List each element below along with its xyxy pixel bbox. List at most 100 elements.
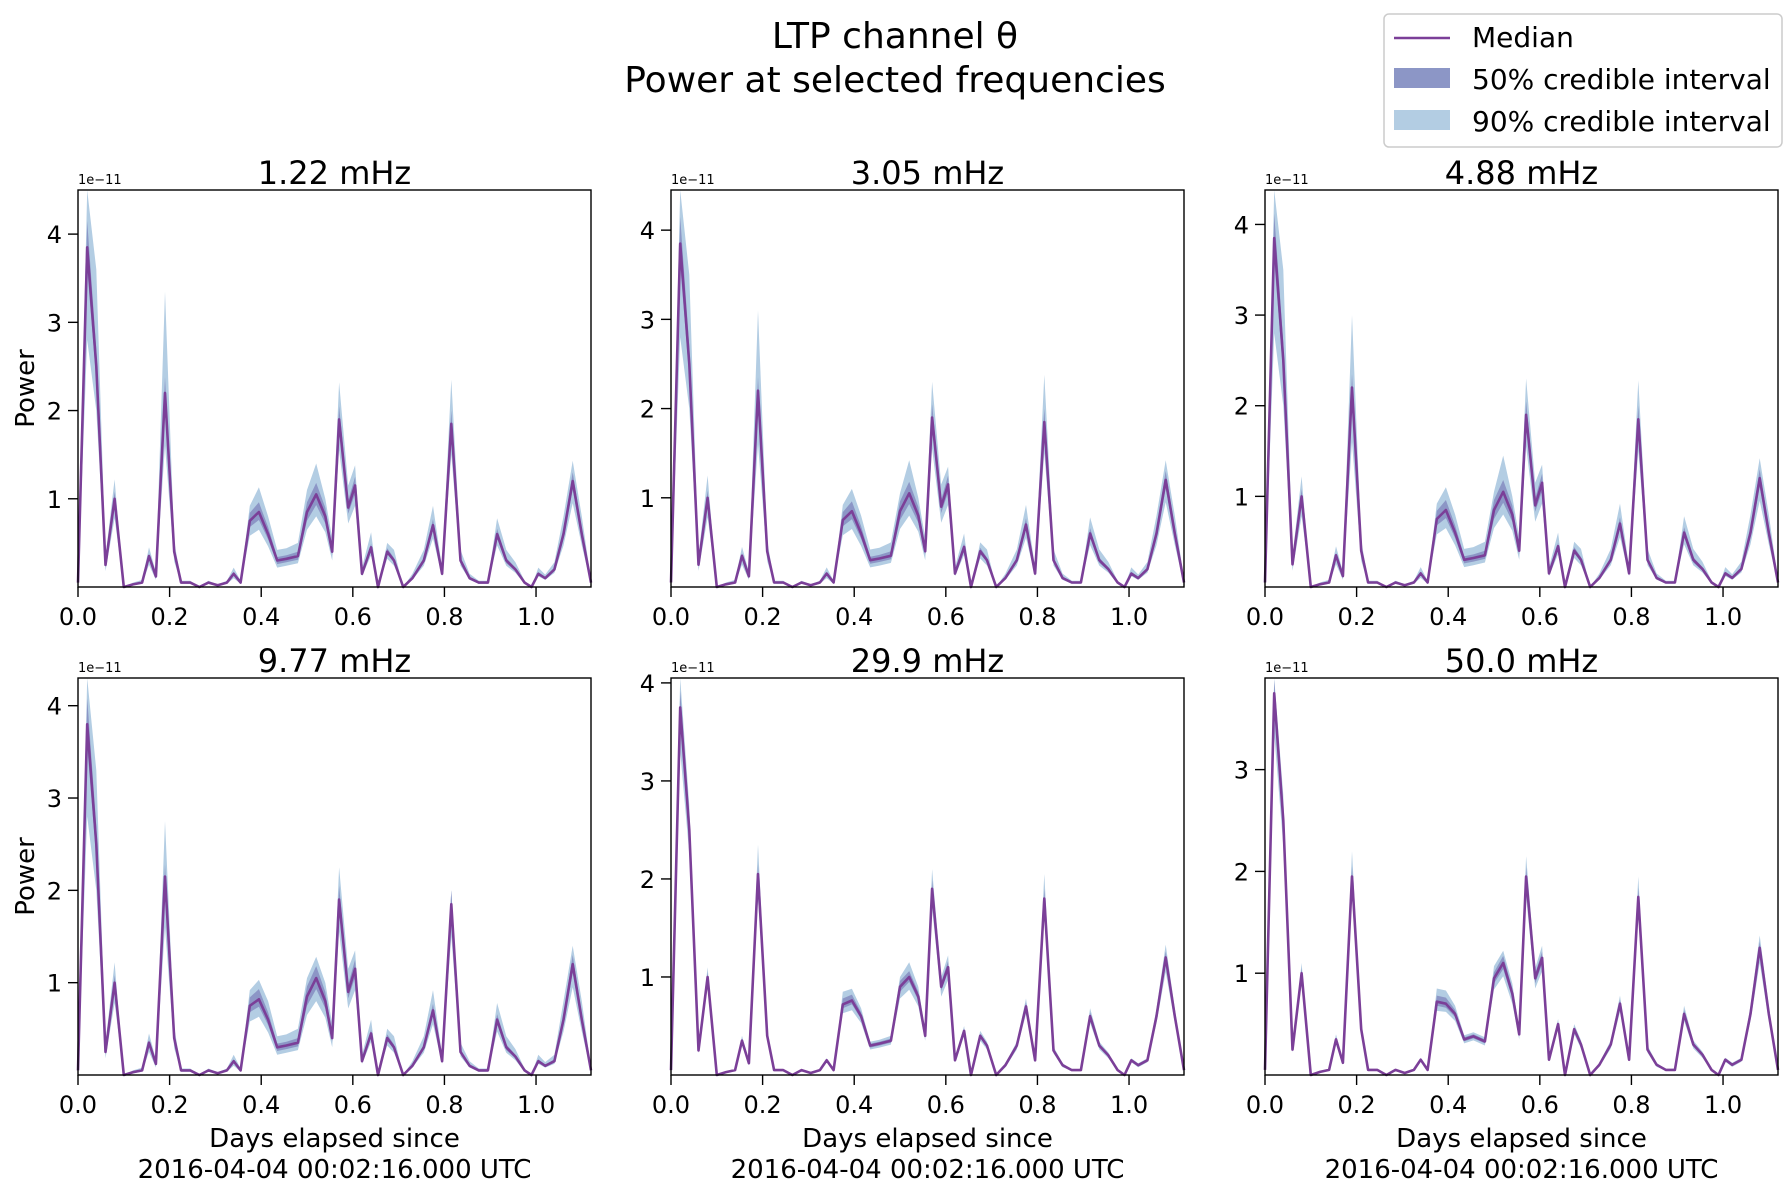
- panel-1: 0.0 0.2 0.4 0.6 0.8 1.0 1 2 3 4 1e−11 1.22 mHz Power: [11, 154, 593, 631]
- median-line: [76, 722, 593, 1077]
- y-tick-label: 4: [640, 217, 655, 245]
- y-tick-label: 1: [1234, 960, 1249, 988]
- y-tick-label: 3: [640, 306, 655, 334]
- y-tick-label: 1: [1234, 483, 1249, 511]
- x-tick-label: 1.0: [1704, 1091, 1742, 1119]
- x-tick-label: 0.6: [334, 603, 372, 631]
- axes-frame: [77, 189, 592, 588]
- x-tick-label: 0.2: [744, 1091, 782, 1119]
- scale-label: 1e−11: [1265, 173, 1309, 188]
- legend-band90-label: 90% credible interval: [1472, 105, 1771, 138]
- y-tick-label: 2: [1234, 858, 1249, 886]
- x-tick-label: 0.6: [927, 1091, 965, 1119]
- panel-5: 0.0 0.2 0.4 0.6 0.8 1.0 1 2 3 4 1e−11 29.9 mHz Days …: [640, 642, 1186, 1185]
- x-tick-label: 0.0: [1246, 1091, 1284, 1119]
- legend-band50-swatch: [1394, 68, 1450, 88]
- panel-2: 0.0 0.2 0.4 0.6 0.8 1.0 1 2 3 4 1e−11 3.05 mHz: [640, 154, 1186, 631]
- y-tick-label: 2: [640, 866, 655, 894]
- median-line: [1263, 692, 1780, 1077]
- axes-frame: [1264, 677, 1779, 1076]
- y-tick-label: 3: [47, 309, 62, 337]
- x-axis-label-line2: 2016-04-04 00:02:16.000 UTC: [138, 1155, 532, 1185]
- legend-box: [1383, 13, 1783, 148]
- panel-6: 0.0 0.2 0.4 0.6 0.8 1.0 1 2 3 1e−11 50.0 mHz Days e…: [1234, 642, 1780, 1185]
- x-tick-label: 0.6: [334, 1091, 372, 1119]
- x-tick-label: 0.0: [59, 603, 97, 631]
- legend: Median 50% credible interval 90% credibl…: [1383, 13, 1783, 148]
- x-tick-label: 0.6: [927, 603, 965, 631]
- scale-label: 1e−11: [671, 173, 715, 188]
- scale-label: 1e−11: [1265, 661, 1309, 676]
- x-tick-label: 0.4: [1429, 603, 1467, 631]
- y-tick-label: 4: [47, 221, 62, 249]
- x-tick-label: 1.0: [1110, 1091, 1148, 1119]
- y-tick-label: 3: [47, 785, 62, 813]
- x-tick-label: 0.2: [1338, 1091, 1376, 1119]
- x-tick-label: 0.4: [242, 603, 280, 631]
- x-tick-label: 0.4: [835, 1091, 873, 1119]
- x-tick-label: 0.8: [1612, 1091, 1650, 1119]
- plot-area: [1265, 678, 1778, 1075]
- panel-title: 1.22 mHz: [258, 154, 411, 192]
- x-tick-label: 0.8: [1018, 1091, 1056, 1119]
- x-tick-label: 0.8: [425, 1091, 463, 1119]
- legend-band50-label: 50% credible interval: [1472, 63, 1771, 96]
- panel-title: 3.05 mHz: [851, 154, 1004, 192]
- x-tick-label: 0.0: [1246, 603, 1284, 631]
- x-tick-label: 0.2: [744, 603, 782, 631]
- scale-label: 1e−11: [671, 661, 715, 676]
- panel-title: 9.77 mHz: [258, 642, 411, 680]
- y-tick-label: 3: [1234, 757, 1249, 785]
- median-line: [669, 706, 1186, 1077]
- scale-label: 1e−11: [78, 173, 122, 188]
- x-tick-label: 1.0: [517, 603, 555, 631]
- panel-title: 4.88 mHz: [1445, 154, 1598, 192]
- legend-band90-swatch: [1394, 110, 1450, 130]
- median-line: [669, 242, 1186, 589]
- x-tick-label: 0.2: [1338, 603, 1376, 631]
- axes-frame: [670, 189, 1185, 588]
- axes-frame: [77, 677, 592, 1076]
- y-tick-label: 4: [1234, 211, 1249, 239]
- x-tick-label: 0.4: [242, 1091, 280, 1119]
- x-tick-label: 0.2: [151, 603, 189, 631]
- figure-title-line1: LTP channel θ: [772, 16, 1018, 57]
- panel-title: 50.0 mHz: [1445, 642, 1598, 680]
- y-tick-label: 2: [640, 396, 655, 424]
- panel-title: 29.9 mHz: [851, 642, 1004, 680]
- axes-frame: [670, 677, 1185, 1076]
- x-axis-label-line1: Days elapsed since: [1396, 1124, 1647, 1154]
- y-tick-label: 1: [47, 970, 62, 998]
- x-tick-label: 1.0: [1110, 603, 1148, 631]
- y-tick-label: 3: [640, 768, 655, 796]
- scale-label: 1e−11: [78, 661, 122, 676]
- x-tick-label: 0.0: [59, 1091, 97, 1119]
- x-axis-label-line2: 2016-04-04 00:02:16.000 UTC: [1325, 1155, 1719, 1185]
- median-line: [1263, 236, 1780, 589]
- x-tick-label: 0.4: [835, 603, 873, 631]
- x-tick-label: 0.8: [1018, 603, 1056, 631]
- x-tick-label: 0.8: [425, 603, 463, 631]
- x-tick-label: 0.0: [652, 1091, 690, 1119]
- x-axis-label-line1: Days elapsed since: [802, 1124, 1053, 1154]
- y-tick-label: 4: [640, 670, 655, 698]
- panel-4: 0.0 0.2 0.4 0.6 0.8 1.0 1 2 3 4 1e−11 9.77 mHz Power…: [11, 642, 593, 1185]
- panel-3: 0.0 0.2 0.4 0.6 0.8 1.0 1 2 3 4 1e−11 4.88 mHz: [1234, 154, 1780, 631]
- x-axis-label-line2: 2016-04-04 00:02:16.000 UTC: [731, 1155, 1125, 1185]
- x-tick-label: 0.4: [1429, 1091, 1467, 1119]
- y-tick-label: 4: [47, 693, 62, 721]
- y-tick-label: 1: [640, 964, 655, 992]
- x-tick-label: 0.0: [652, 603, 690, 631]
- y-axis-label: Power: [11, 837, 41, 916]
- plot-area: [671, 678, 1184, 1075]
- y-tick-label: 2: [47, 398, 62, 426]
- x-tick-label: 0.8: [1612, 603, 1650, 631]
- y-tick-label: 2: [47, 877, 62, 905]
- figure-title-line2: Power at selected frequencies: [624, 60, 1165, 101]
- x-tick-label: 0.2: [151, 1091, 189, 1119]
- y-tick-label: 1: [47, 486, 62, 514]
- x-tick-label: 0.6: [1521, 603, 1559, 631]
- x-tick-label: 1.0: [1704, 603, 1742, 631]
- axes-frame: [1264, 189, 1779, 588]
